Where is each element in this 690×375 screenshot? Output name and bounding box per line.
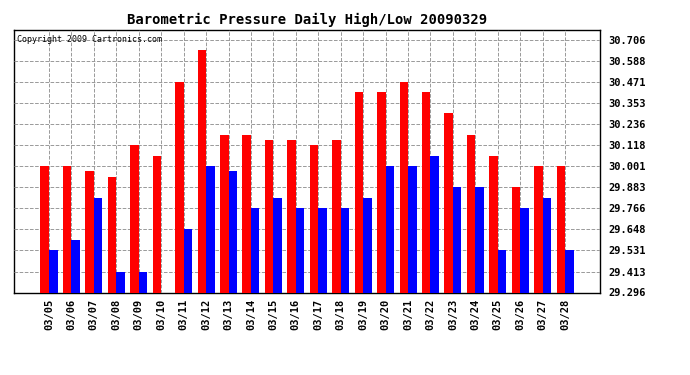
- Bar: [475, 187, 484, 292]
- Bar: [63, 166, 72, 292]
- Bar: [363, 198, 372, 292]
- Text: Copyright 2009 Cartronics.com: Copyright 2009 Cartronics.com: [17, 35, 161, 44]
- Bar: [117, 272, 125, 292]
- Bar: [220, 135, 228, 292]
- Bar: [86, 171, 94, 292]
- Bar: [497, 251, 506, 292]
- Bar: [386, 166, 394, 292]
- Bar: [400, 82, 408, 292]
- Bar: [130, 145, 139, 292]
- Bar: [565, 251, 573, 292]
- Bar: [534, 166, 542, 292]
- Bar: [72, 240, 80, 292]
- Bar: [542, 198, 551, 292]
- Bar: [408, 166, 417, 292]
- Bar: [152, 156, 161, 292]
- Bar: [489, 156, 497, 292]
- Bar: [310, 145, 318, 292]
- Bar: [467, 135, 475, 292]
- Bar: [341, 208, 349, 292]
- Bar: [431, 156, 439, 292]
- Bar: [94, 198, 102, 292]
- Bar: [206, 166, 215, 292]
- Bar: [273, 198, 282, 292]
- Bar: [557, 166, 565, 292]
- Bar: [453, 187, 462, 292]
- Bar: [332, 140, 341, 292]
- Bar: [520, 208, 529, 292]
- Bar: [49, 251, 57, 292]
- Bar: [422, 92, 431, 292]
- Bar: [318, 208, 327, 292]
- Bar: [287, 140, 296, 292]
- Bar: [444, 113, 453, 292]
- Bar: [41, 166, 49, 292]
- Bar: [512, 187, 520, 292]
- Title: Barometric Pressure Daily High/Low 20090329: Barometric Pressure Daily High/Low 20090…: [127, 13, 487, 27]
- Bar: [355, 92, 363, 292]
- Bar: [108, 177, 117, 292]
- Bar: [265, 140, 273, 292]
- Bar: [197, 50, 206, 292]
- Bar: [139, 272, 147, 292]
- Bar: [251, 208, 259, 292]
- Bar: [175, 82, 184, 292]
- Bar: [377, 92, 386, 292]
- Bar: [242, 135, 251, 292]
- Bar: [184, 230, 192, 292]
- Bar: [228, 171, 237, 292]
- Bar: [296, 208, 304, 292]
